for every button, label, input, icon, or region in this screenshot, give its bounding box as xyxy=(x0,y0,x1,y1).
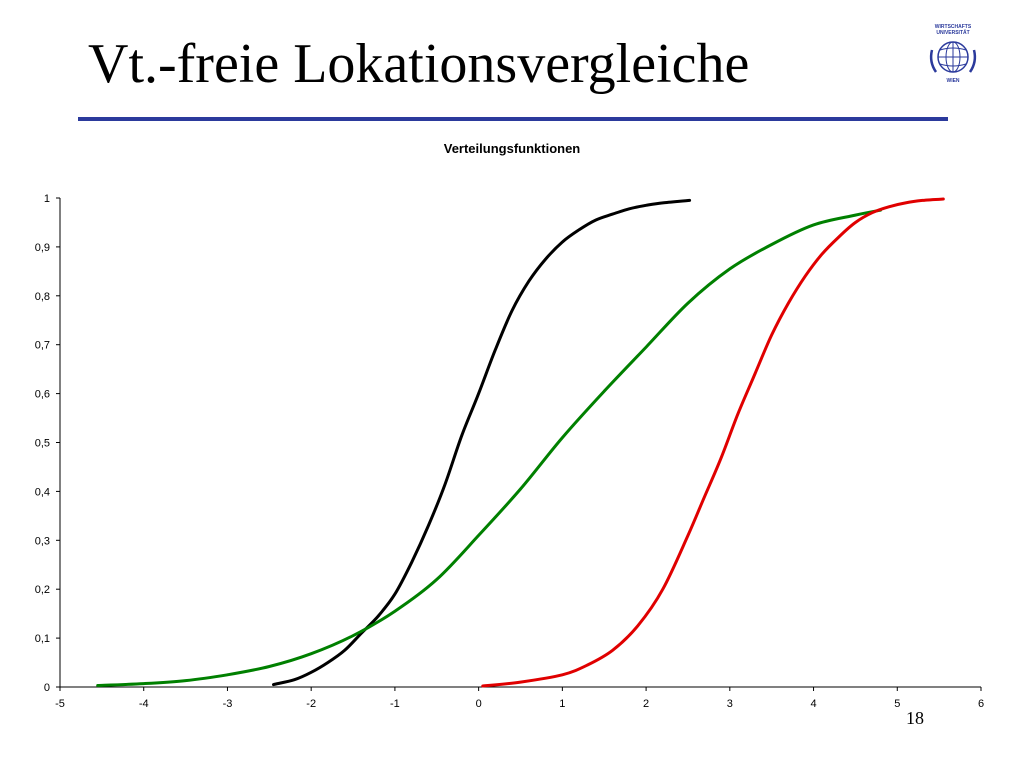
svg-text:WIRTSCHAFTS: WIRTSCHAFTS xyxy=(935,24,972,30)
series-line-3 xyxy=(481,197,945,688)
series-line-1 xyxy=(272,198,692,687)
series-line-2 xyxy=(96,208,882,687)
y-tick-label: 0,3 xyxy=(35,535,50,547)
y-tick-label: 0,2 xyxy=(35,584,50,596)
page-number: 18 xyxy=(906,708,924,728)
svg-text:UNIVERSITÄT: UNIVERSITÄT xyxy=(936,29,969,36)
chart-title: Verteilungsfunktionen xyxy=(443,141,581,156)
x-tick-label: 4 xyxy=(810,698,816,710)
x-tick-label: -1 xyxy=(390,698,400,710)
x-tick-label: 6 xyxy=(978,698,984,710)
x-tick-label: -3 xyxy=(223,698,233,710)
university-globe-logo: WIRTSCHAFTS UNIVERSITÄT WIEN xyxy=(929,24,977,84)
y-tick-label: 0,5 xyxy=(35,438,50,450)
y-tick-label: 0 xyxy=(44,682,50,694)
x-tick-label: -2 xyxy=(306,698,316,710)
y-tick-label: 0,1 xyxy=(35,633,50,645)
title-divider xyxy=(78,117,948,121)
y-tick-label: 1 xyxy=(44,193,50,205)
y-tick-label: 0,4 xyxy=(35,486,50,498)
y-tick-label: 0,7 xyxy=(35,340,50,352)
y-tick-label: 0,6 xyxy=(35,389,50,401)
x-tick-label: 3 xyxy=(727,698,733,710)
x-tick-label: 5 xyxy=(894,698,900,710)
x-tick-label: 0 xyxy=(476,698,482,710)
y-tick-label: 0,9 xyxy=(35,242,50,254)
x-tick-label: 1 xyxy=(559,698,565,710)
svg-text:WIEN: WIEN xyxy=(946,78,959,84)
x-tick-label: 2 xyxy=(643,698,649,710)
y-tick-label: 0,8 xyxy=(35,291,50,303)
x-tick-label: -4 xyxy=(139,698,149,710)
x-tick-label: -5 xyxy=(55,698,65,710)
slide-title: Vt.-freie Lokationsvergleiche xyxy=(88,33,750,95)
